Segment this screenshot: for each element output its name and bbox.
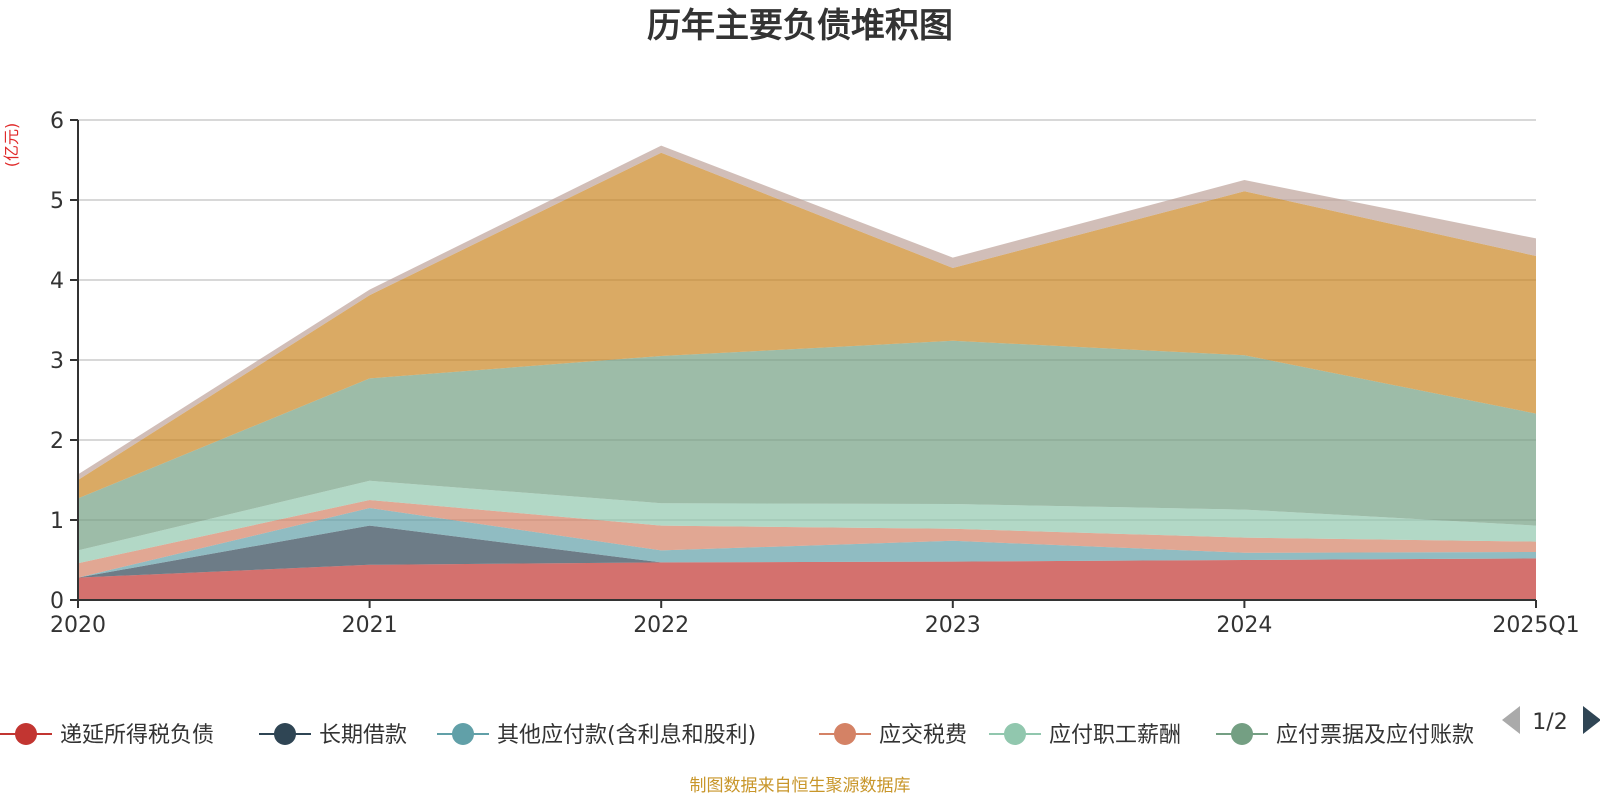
legend-label: 长期借款: [319, 723, 407, 748]
y-axis-ticks: 0 1 2 3 4 5 6: [50, 109, 78, 614]
y-tick-label: 1: [50, 509, 64, 534]
x-tick-label: 2022: [633, 613, 689, 638]
legend-next-icon[interactable]: [1583, 706, 1600, 734]
legend-item-1[interactable]: 长期借款: [259, 723, 407, 748]
legend-item-5[interactable]: 应付票据及应付账款: [1216, 723, 1474, 748]
legend-marker-icon: [15, 723, 37, 745]
x-tick-label: 2025Q1: [1492, 613, 1579, 638]
y-tick-label: 3: [50, 349, 64, 374]
x-axis-ticks: 2020 2021 2022 2023 2024 2025Q1: [50, 600, 1580, 638]
legend-item-3[interactable]: 应交税费: [819, 723, 967, 748]
legend[interactable]: 递延所得税负债 长期借款 其他应付款(含利息和股利) 应交税费 应付职工薪酬 应付票据及应…: [0, 723, 1474, 748]
series-area-0[interactable]: [78, 558, 1536, 600]
legend-marker-icon: [834, 723, 856, 745]
legend-item-0[interactable]: 递延所得税负债: [0, 723, 214, 748]
legend-label: 其他应付款(含利息和股利): [497, 723, 756, 748]
y-tick-label: 2: [50, 429, 64, 454]
y-tick-label: 6: [50, 109, 64, 134]
legend-label: 应付票据及应付账款: [1276, 723, 1474, 748]
legend-item-4[interactable]: 应付职工薪酬: [989, 723, 1181, 748]
x-tick-label: 2020: [50, 613, 106, 638]
chart-title: 历年主要负债堆积图: [647, 6, 953, 46]
x-tick-label: 2024: [1216, 613, 1272, 638]
x-tick-label: 2023: [925, 613, 981, 638]
series-area-2[interactable]: [78, 508, 1536, 578]
legend-prev-icon[interactable]: [1502, 706, 1520, 734]
data-source-note: 制图数据来自恒生聚源数据库: [690, 776, 911, 796]
legend-marker-icon: [452, 723, 474, 745]
y-tick-label: 0: [50, 589, 64, 614]
legend-label: 应交税费: [879, 723, 967, 748]
series-areas[interactable]: [78, 145, 1536, 600]
series-area-4[interactable]: [78, 480, 1536, 564]
series-area-3[interactable]: [78, 500, 1536, 578]
legend-marker-icon: [1231, 723, 1253, 745]
y-tick-label: 5: [50, 189, 64, 214]
legend-marker-icon: [274, 723, 296, 745]
legend-label: 应付职工薪酬: [1049, 723, 1181, 748]
legend-label: 递延所得税负债: [60, 723, 214, 748]
y-tick-label: 4: [50, 269, 64, 294]
y-axis-unit: (亿元): [2, 123, 21, 168]
x-tick-label: 2021: [342, 613, 398, 638]
legend-marker-icon: [1004, 723, 1026, 745]
series-area-1[interactable]: [78, 525, 1536, 578]
legend-item-2[interactable]: 其他应付款(含利息和股利): [437, 723, 756, 748]
series-area-5[interactable]: [78, 340, 1536, 551]
legend-page-indicator: 1/2: [1532, 710, 1567, 735]
legend-pager[interactable]: 1/2: [1502, 706, 1600, 735]
series-area-6[interactable]: [78, 152, 1536, 499]
